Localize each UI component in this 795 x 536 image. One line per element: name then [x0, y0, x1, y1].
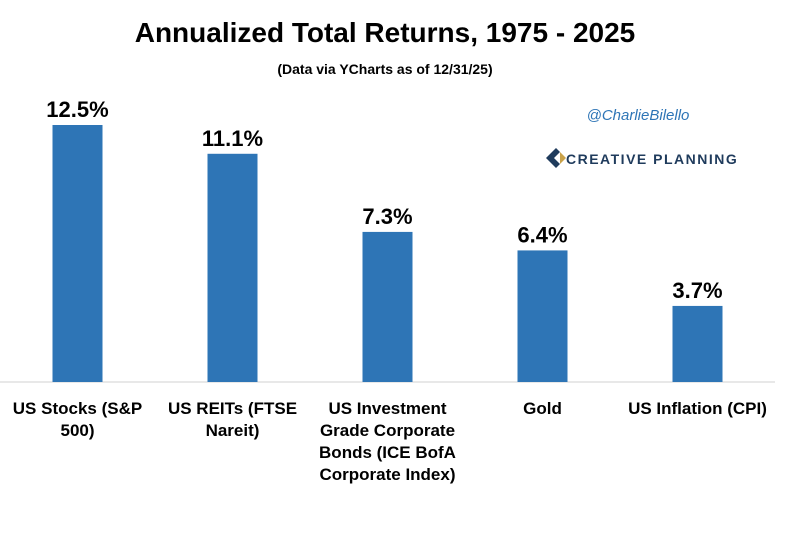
logo-icon [546, 148, 560, 168]
data-label: 12.5% [46, 97, 108, 122]
data-label: 6.4% [517, 222, 567, 247]
data-label: 11.1% [202, 126, 263, 151]
x-tick-label: Gold [523, 399, 562, 418]
bar [672, 305, 723, 382]
logo: CREATIVE PLANNING [546, 148, 738, 168]
logo-icon [560, 152, 566, 164]
x-tick-label: US Inflation (CPI) [628, 399, 767, 418]
x-tick-label: US REITs (FTSE Nareit) [167, 399, 298, 440]
bar [207, 153, 258, 382]
x-tick-label: US Investment Grade Corporate Bonds (ICE… [319, 399, 456, 484]
chart-subtitle: (Data via YCharts as of 12/31/25) [277, 61, 492, 77]
chart-title: Annualized Total Returns, 1975 - 2025 [135, 17, 636, 48]
bar [52, 125, 103, 382]
bar [517, 250, 568, 382]
x-tick-label: US Stocks (S&P 500) [12, 399, 143, 440]
logo-text: CREATIVE PLANNING [566, 151, 738, 167]
data-label: 7.3% [362, 204, 412, 229]
bar [362, 231, 413, 382]
watermark: @CharlieBilello [587, 107, 690, 124]
data-label: 3.7% [672, 278, 722, 303]
